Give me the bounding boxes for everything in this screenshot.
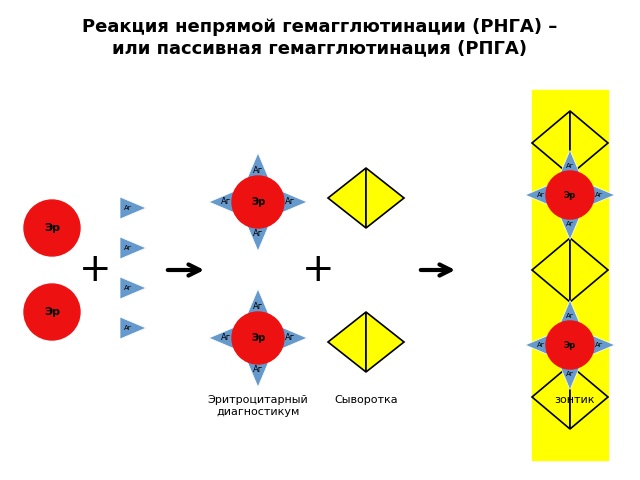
Text: Аг: Аг (253, 229, 263, 238)
Polygon shape (532, 365, 570, 429)
Circle shape (546, 321, 594, 369)
Text: Аг: Аг (221, 197, 232, 206)
Text: Аг: Аг (124, 285, 133, 291)
Text: Аг: Аг (124, 325, 133, 331)
Text: +: + (79, 251, 111, 289)
Bar (532, 90, 608, 460)
Text: Аг: Аг (253, 365, 263, 374)
Text: Аг: Аг (537, 342, 545, 348)
Polygon shape (560, 216, 580, 240)
Circle shape (232, 312, 284, 364)
Text: Аг: Аг (253, 302, 263, 311)
Polygon shape (247, 289, 269, 315)
Text: Сыворотка: Сыворотка (334, 395, 398, 405)
Polygon shape (570, 365, 608, 429)
Polygon shape (532, 238, 570, 302)
Polygon shape (532, 111, 570, 175)
Polygon shape (591, 335, 614, 355)
Circle shape (24, 200, 80, 256)
Text: Аг: Аг (124, 205, 133, 211)
Polygon shape (281, 327, 307, 349)
Polygon shape (247, 153, 269, 179)
Text: Эр: Эр (564, 191, 576, 200)
Text: Эритроцитарный
диагностикум: Эритроцитарный диагностикум (207, 395, 308, 417)
Text: Аг: Аг (566, 313, 574, 319)
Text: Аг: Аг (221, 334, 232, 343)
Polygon shape (560, 300, 580, 324)
Polygon shape (281, 191, 307, 213)
Text: Аг: Аг (537, 192, 545, 198)
Text: Реакция непрямой гемагглютинации (РНГА) –
или пассивная гемагглютинация (РПГА): Реакция непрямой гемагглютинации (РНГА) … (83, 18, 557, 57)
Polygon shape (366, 312, 404, 372)
Text: зонтик: зонтик (555, 395, 595, 405)
Text: Аг: Аг (566, 371, 574, 377)
Polygon shape (366, 168, 404, 228)
Polygon shape (120, 317, 146, 339)
Text: +: + (301, 251, 334, 289)
Text: Аг: Аг (285, 197, 295, 206)
Circle shape (546, 171, 594, 219)
Polygon shape (247, 361, 269, 387)
Polygon shape (570, 111, 608, 175)
Polygon shape (591, 185, 614, 205)
Text: Эр: Эр (44, 223, 60, 233)
Polygon shape (120, 197, 146, 219)
Polygon shape (560, 366, 580, 390)
Text: Аг: Аг (595, 192, 604, 198)
Polygon shape (209, 327, 235, 349)
Text: Аг: Аг (595, 342, 604, 348)
Text: Аг: Аг (285, 334, 295, 343)
Polygon shape (120, 277, 146, 299)
Polygon shape (120, 237, 146, 259)
Polygon shape (328, 168, 366, 228)
Circle shape (232, 176, 284, 228)
Text: Аг: Аг (566, 163, 574, 169)
Text: Эр: Эр (251, 333, 265, 343)
Text: Аг: Аг (566, 221, 574, 227)
Polygon shape (525, 335, 548, 355)
Text: Аг: Аг (124, 245, 133, 251)
Text: Эр: Эр (44, 307, 60, 317)
Polygon shape (560, 150, 580, 174)
Polygon shape (328, 312, 366, 372)
Polygon shape (209, 191, 235, 213)
Polygon shape (247, 225, 269, 251)
Text: Эр: Эр (564, 340, 576, 349)
Circle shape (24, 284, 80, 340)
Text: Аг: Аг (253, 166, 263, 175)
Text: Эр: Эр (251, 197, 265, 207)
Polygon shape (525, 185, 548, 205)
Polygon shape (570, 238, 608, 302)
